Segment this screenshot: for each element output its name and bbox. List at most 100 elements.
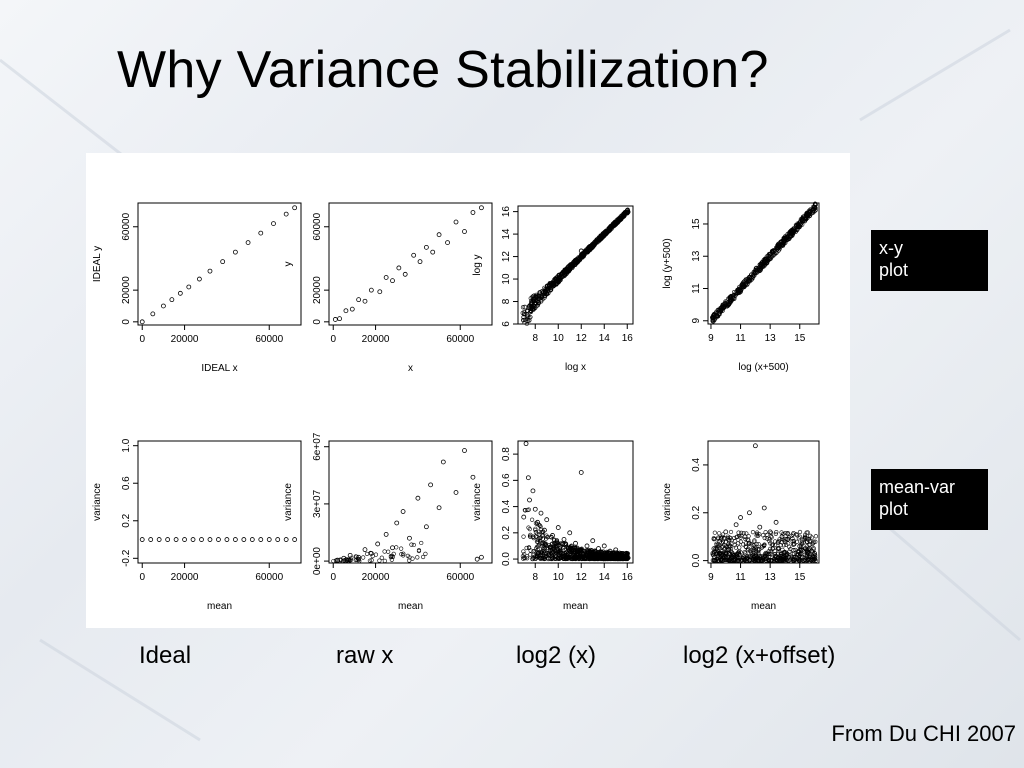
data-point bbox=[522, 304, 528, 310]
data-point bbox=[611, 556, 616, 561]
data-point bbox=[716, 535, 721, 540]
data-point bbox=[440, 459, 446, 465]
data-point bbox=[383, 275, 389, 280]
data-point bbox=[537, 523, 543, 528]
data-point bbox=[781, 531, 786, 537]
x-tick-label: 8 bbox=[532, 572, 538, 583]
data-point bbox=[738, 288, 743, 293]
data-point bbox=[613, 221, 619, 226]
x-axis-label: mean bbox=[563, 601, 588, 612]
y-tick-label: 0.0 bbox=[501, 552, 512, 566]
data-point bbox=[717, 555, 723, 560]
data-point bbox=[616, 219, 621, 224]
data-point bbox=[806, 550, 812, 555]
data-point bbox=[521, 514, 527, 520]
data-point bbox=[727, 552, 733, 557]
y-tick-label: 6 bbox=[501, 321, 512, 327]
data-point bbox=[813, 208, 818, 213]
x-axis-label: log x bbox=[565, 362, 586, 373]
data-point bbox=[764, 536, 770, 541]
data-point bbox=[756, 550, 761, 555]
data-point bbox=[537, 532, 542, 537]
x-axis-label: mean bbox=[207, 601, 232, 612]
data-point bbox=[571, 555, 576, 560]
x-tick-label: 15 bbox=[794, 333, 806, 344]
data-point bbox=[738, 535, 743, 540]
data-point bbox=[436, 505, 442, 511]
data-point bbox=[407, 558, 412, 563]
data-point bbox=[527, 318, 532, 323]
data-point bbox=[531, 555, 536, 560]
data-point bbox=[711, 537, 716, 542]
data-point bbox=[552, 282, 557, 288]
data-point bbox=[741, 542, 746, 547]
x-tick-label: 15 bbox=[794, 572, 806, 583]
y-tick-label: 0 bbox=[312, 319, 323, 325]
data-point bbox=[767, 529, 773, 535]
data-point bbox=[597, 237, 602, 242]
data-point bbox=[528, 532, 533, 537]
data-point bbox=[553, 556, 558, 561]
data-point bbox=[382, 549, 387, 554]
plot-frame bbox=[707, 440, 820, 564]
data-point bbox=[805, 214, 810, 219]
data-point bbox=[769, 551, 774, 556]
data-point bbox=[538, 540, 543, 545]
y-tick-label: 0.4 bbox=[691, 458, 702, 472]
data-point bbox=[423, 524, 429, 530]
data-point bbox=[754, 533, 759, 538]
y-axis-label: variance bbox=[92, 483, 103, 521]
data-point bbox=[763, 530, 768, 535]
data-point bbox=[774, 245, 780, 250]
data-point bbox=[528, 552, 533, 557]
data-point bbox=[738, 515, 743, 520]
y-tick-label: 11 bbox=[691, 283, 702, 294]
x-tick-label: 16 bbox=[622, 333, 634, 344]
data-point bbox=[773, 519, 779, 525]
data-point bbox=[379, 555, 384, 560]
data-point bbox=[139, 319, 145, 325]
data-point bbox=[593, 551, 598, 556]
data-point bbox=[720, 532, 726, 537]
data-point bbox=[349, 555, 354, 560]
data-point bbox=[752, 443, 758, 449]
x-axis-label: mean bbox=[751, 601, 776, 612]
data-point bbox=[373, 552, 379, 557]
data-point bbox=[526, 545, 532, 551]
plot-frame bbox=[137, 202, 302, 326]
data-point bbox=[756, 542, 761, 547]
x-tick-label: 12 bbox=[576, 572, 588, 583]
data-point bbox=[797, 534, 802, 539]
data-point bbox=[764, 256, 769, 262]
data-point bbox=[625, 551, 630, 556]
data-point bbox=[541, 555, 546, 560]
data-point bbox=[745, 548, 751, 553]
data-point bbox=[331, 558, 336, 564]
x-tick-label: 8 bbox=[532, 333, 538, 344]
data-point bbox=[216, 537, 221, 542]
data-point bbox=[767, 539, 772, 544]
data-point bbox=[479, 205, 484, 211]
x-tick-label: 0 bbox=[330, 572, 336, 583]
y-tick-label: 0.6 bbox=[501, 473, 512, 487]
data-point bbox=[338, 557, 343, 562]
data-point bbox=[792, 541, 797, 547]
data-point bbox=[561, 544, 566, 549]
data-point bbox=[453, 219, 459, 225]
data-point bbox=[720, 306, 725, 311]
data-point bbox=[710, 552, 715, 557]
data-point bbox=[382, 558, 387, 563]
data-point bbox=[337, 316, 342, 322]
data-point bbox=[554, 276, 559, 282]
data-point bbox=[542, 285, 547, 290]
label-xy-plot: x-y plot bbox=[871, 230, 988, 291]
data-point bbox=[524, 309, 530, 314]
data-point bbox=[332, 317, 338, 322]
data-point bbox=[741, 531, 746, 536]
data-point bbox=[571, 261, 576, 267]
data-point bbox=[292, 205, 298, 211]
data-point bbox=[789, 230, 795, 236]
data-point bbox=[783, 530, 788, 536]
data-point bbox=[598, 556, 604, 562]
data-point bbox=[258, 230, 264, 236]
